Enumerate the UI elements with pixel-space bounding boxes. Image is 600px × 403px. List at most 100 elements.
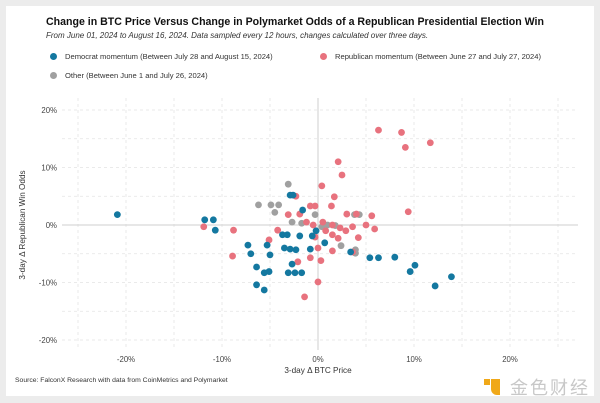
data-point bbox=[298, 269, 306, 277]
data-point bbox=[294, 258, 302, 266]
jinse-logo-icon bbox=[484, 379, 500, 395]
data-point bbox=[321, 239, 329, 247]
data-point bbox=[284, 180, 292, 188]
data-point bbox=[279, 231, 286, 239]
data-point bbox=[406, 268, 414, 275]
data-point bbox=[244, 241, 252, 249]
legend-item-republican: Republican momentum (Between June 27 and… bbox=[320, 52, 541, 61]
x-tick-label: 0% bbox=[312, 355, 323, 364]
data-point bbox=[281, 244, 288, 252]
data-point bbox=[247, 250, 255, 258]
data-point bbox=[275, 201, 283, 209]
data-point bbox=[284, 269, 292, 277]
legend-dot-other bbox=[50, 72, 57, 79]
data-point bbox=[311, 211, 319, 219]
x-tick-label: 10% bbox=[406, 355, 422, 364]
watermark: 金色财经 bbox=[484, 374, 590, 400]
data-point bbox=[113, 211, 121, 219]
data-point bbox=[349, 223, 356, 231]
data-point bbox=[404, 208, 412, 216]
data-point bbox=[375, 126, 382, 134]
data-point bbox=[255, 201, 262, 209]
data-point bbox=[301, 293, 308, 301]
axes: -20% -10% 0% 10% 20% -20% -10% 0% 10% 20% bbox=[39, 98, 578, 364]
data-point bbox=[288, 260, 296, 268]
chart-subtitle: From June 01, 2024 to August 16, 2024. D… bbox=[46, 31, 429, 40]
legend-item-democrat: Democrat momentum (Between July 28 and A… bbox=[50, 52, 273, 61]
data-point bbox=[362, 221, 370, 229]
data-point bbox=[329, 221, 336, 229]
data-point bbox=[283, 231, 291, 239]
legend-dot-republican bbox=[320, 53, 327, 60]
data-point bbox=[308, 232, 316, 240]
data-point bbox=[230, 226, 237, 234]
data-point bbox=[328, 202, 335, 210]
y-tick-label: 10% bbox=[41, 164, 57, 173]
data-point bbox=[201, 216, 209, 224]
watermark-text: 金色财经 bbox=[510, 378, 590, 399]
data-point bbox=[401, 143, 409, 151]
data-point bbox=[303, 218, 310, 226]
data-point bbox=[330, 193, 338, 201]
data-point bbox=[317, 257, 325, 265]
x-tick-label: -20% bbox=[117, 355, 135, 364]
data-point bbox=[398, 129, 405, 136]
data-point bbox=[211, 226, 219, 234]
data-point bbox=[306, 254, 314, 262]
data-point bbox=[319, 218, 327, 226]
legend-item-other: Other (Between June 1 and July 26, 2024) bbox=[50, 71, 208, 80]
data-point bbox=[322, 227, 330, 235]
data-point bbox=[353, 210, 360, 218]
data-point bbox=[337, 242, 345, 250]
data-point bbox=[299, 206, 307, 214]
data-point bbox=[200, 223, 208, 231]
data-point bbox=[334, 234, 342, 242]
data-point bbox=[260, 286, 268, 294]
legend-dot-democrat bbox=[50, 53, 57, 60]
data-point bbox=[318, 182, 326, 190]
data-point bbox=[368, 212, 376, 220]
data-point bbox=[347, 248, 355, 256]
data-point bbox=[354, 234, 362, 242]
y-tick-label: 20% bbox=[41, 106, 57, 115]
data-point bbox=[209, 216, 217, 224]
data-point bbox=[342, 227, 350, 235]
data-point bbox=[411, 261, 419, 269]
source-note: Source: FalconX Research with data from … bbox=[15, 377, 228, 384]
data-point bbox=[329, 247, 336, 255]
data-point bbox=[309, 221, 317, 229]
data-point bbox=[366, 254, 374, 262]
data-point bbox=[274, 226, 282, 234]
x-axis-label: 3-day Δ BTC Price bbox=[284, 366, 352, 375]
data-point bbox=[343, 210, 351, 218]
legend-label-other: Other (Between June 1 and July 26, 2024) bbox=[65, 71, 208, 80]
data-point bbox=[334, 158, 342, 166]
x-tick-label: 20% bbox=[502, 355, 518, 364]
data-point bbox=[266, 251, 274, 259]
data-point bbox=[314, 244, 322, 252]
data-point bbox=[229, 252, 236, 260]
data-point bbox=[306, 245, 314, 253]
data-point bbox=[286, 245, 294, 253]
data-point bbox=[271, 208, 279, 216]
data-point bbox=[338, 171, 346, 179]
data-point bbox=[336, 224, 344, 232]
x-tick-label: -10% bbox=[213, 355, 231, 364]
data-point bbox=[288, 218, 296, 226]
data-point bbox=[263, 241, 271, 249]
data-point bbox=[426, 139, 434, 147]
data-point bbox=[284, 211, 292, 219]
data-point bbox=[312, 227, 320, 235]
data-point bbox=[292, 246, 300, 254]
y-tick-label: -10% bbox=[39, 279, 57, 288]
data-point bbox=[253, 281, 260, 289]
data-point bbox=[306, 202, 314, 210]
chart-card bbox=[6, 6, 594, 396]
data-points bbox=[113, 126, 455, 301]
data-point bbox=[311, 202, 319, 210]
y-tick-label: -20% bbox=[39, 336, 57, 345]
y-axis-label: 3-day Δ Republican Win Odds bbox=[18, 170, 27, 279]
data-point bbox=[289, 191, 297, 199]
y-tick-label: 0% bbox=[46, 221, 57, 230]
